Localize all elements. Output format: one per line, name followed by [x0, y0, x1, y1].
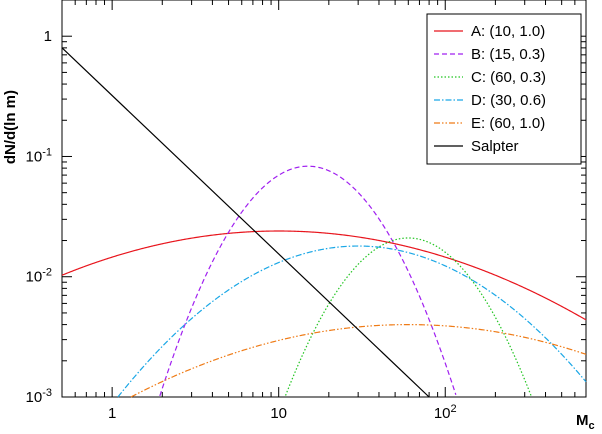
x-tick-label-base: 1 [108, 405, 116, 422]
y-tick-label-exp: -3 [42, 387, 52, 399]
legend-label: E: (60, 1.0) [471, 115, 545, 132]
series-line [285, 237, 532, 396]
y-tick-label-base: 1 [44, 28, 52, 45]
series-line [117, 245, 587, 398]
x-tick-label-base: 10 [270, 405, 287, 422]
x-axis-title-main: M [576, 412, 589, 429]
x-axis-title: Mc [576, 412, 595, 432]
x-tick-label: 10 [270, 405, 287, 422]
legend-label: C: (60, 0.3) [471, 69, 546, 86]
legend: A: (10, 1.0) B: (15, 0.3) C: (60, 0.3) D: (… [426, 13, 582, 165]
series-line [61, 47, 430, 398]
y-axis-title: dN/d(ln m) [2, 90, 19, 164]
x-tick-label: 102 [434, 403, 457, 422]
x-tick-label-exp: 2 [451, 403, 457, 415]
series-line [61, 230, 587, 321]
plot-frame [61, 0, 587, 398]
y-tick-label: 10-2 [26, 267, 52, 286]
legend-label: A: (10, 1.0) [471, 23, 545, 40]
y-tick-label-base: 10 [26, 389, 43, 406]
series-line [130, 323, 587, 398]
x-tick-label: 1 [108, 405, 116, 422]
y-tick-label: 10-1 [26, 146, 52, 165]
series-line [159, 165, 457, 397]
y-tick-label-exp: -2 [42, 267, 52, 279]
legend-label: D: (30, 0.6) [471, 92, 546, 109]
y-tick-label-exp: -1 [42, 146, 52, 158]
x-tick-label-base: 10 [434, 405, 451, 422]
x-axis-title-sub: c [589, 420, 595, 432]
y-tick-label: 1 [44, 28, 52, 45]
x-axis-ticks: 1 10 102 [61, 0, 587, 422]
series-layer [61, 47, 587, 398]
legend-box [426, 13, 582, 165]
y-tick-label: 10-3 [26, 387, 52, 406]
y-axis-ticks: 10-310-210-11 [26, 0, 586, 406]
legend-label: Salpter [471, 138, 519, 155]
y-tick-label-base: 10 [26, 148, 43, 165]
legend-label: B: (15, 0.3) [471, 46, 545, 63]
y-tick-label-base: 10 [26, 269, 43, 286]
